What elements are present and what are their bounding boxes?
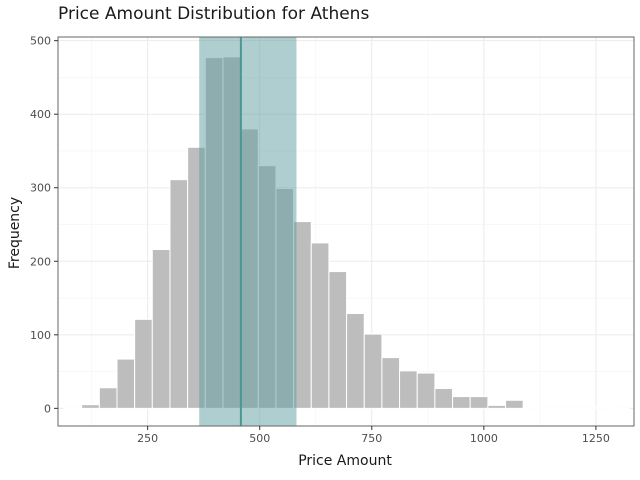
bars: [63, 56, 630, 410]
histogram-bar: [98, 387, 118, 409]
histogram-bar: [363, 333, 383, 409]
histogram-bar: [310, 242, 330, 409]
tick-labels: 250 500 750 1000 1250 0 100 200 300 400 500: [30, 35, 610, 445]
histogram-bar: [169, 179, 189, 409]
histogram-bar: [116, 358, 136, 409]
histogram-bar: [469, 396, 489, 409]
histogram-bar: [558, 407, 577, 410]
histogram-bar: [416, 372, 436, 409]
panel-border: [57, 36, 635, 427]
y-axis-title: Frequency: [7, 197, 23, 269]
y-tick-label: 300: [30, 182, 51, 195]
y-tick-label: 200: [30, 255, 51, 268]
highlight-band-group: [199, 37, 297, 426]
histogram-bar: [434, 387, 454, 409]
plot-frame: [57, 36, 635, 427]
histogram-bar: [63, 407, 83, 410]
histogram-bar: [346, 312, 365, 409]
histogram-bar: [81, 404, 100, 409]
histogram-bar: [399, 370, 418, 409]
highlight-band: [199, 37, 297, 426]
x-tick-label: 1250: [582, 432, 610, 445]
x-tick-label: 1000: [470, 432, 498, 445]
histogram-bar: [452, 396, 471, 409]
histogram-bar: [593, 407, 612, 409]
chart-title: Price Amount Distribution for Athens: [58, 4, 370, 24]
histogram-bar: [487, 404, 507, 409]
y-tick-label: 400: [30, 108, 51, 121]
y-tick-label: 100: [30, 329, 51, 342]
x-tick-label: 750: [361, 432, 382, 445]
histogram-bar: [328, 271, 348, 409]
x-tick-label: 250: [137, 432, 158, 445]
histogram-bar: [522, 407, 542, 409]
histogram-bar: [610, 407, 630, 410]
histogram-bar: [540, 407, 560, 410]
x-tick-label: 500: [249, 432, 270, 445]
x-axis-title: Price Amount: [298, 453, 392, 469]
histogram-bar: [575, 407, 595, 410]
histogram-bar: [134, 318, 153, 409]
histogram-bar: [151, 249, 171, 409]
y-tick-label: 0: [44, 402, 51, 415]
histogram-bar: [381, 357, 401, 409]
histogram-bar: [505, 399, 524, 409]
y-tick-label: 500: [30, 35, 51, 48]
